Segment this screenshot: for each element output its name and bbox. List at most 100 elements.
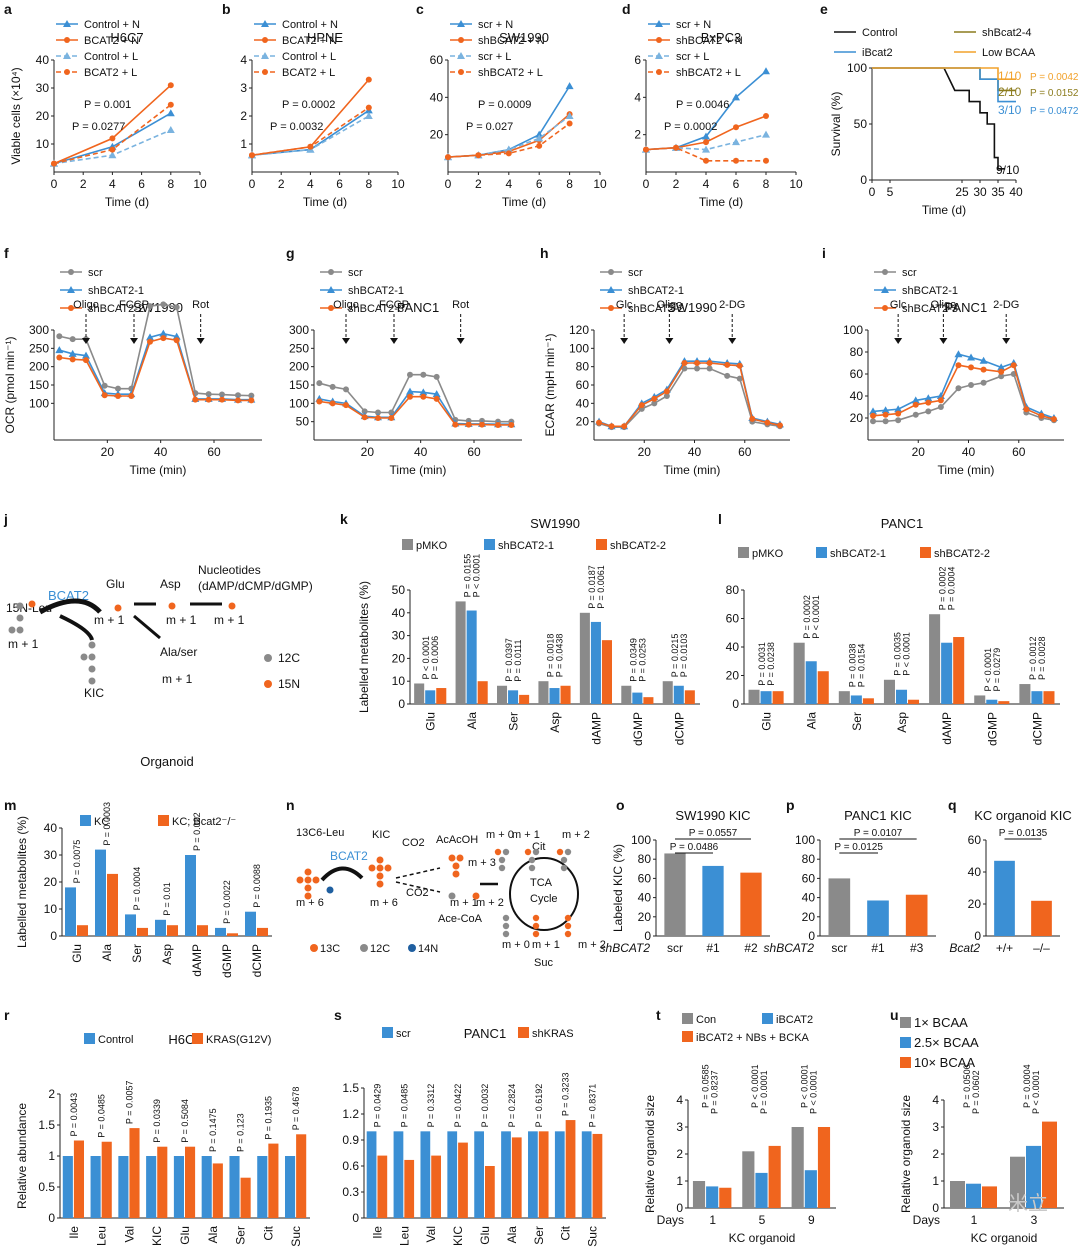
x-tick-label: Ser: [532, 1226, 546, 1245]
x-tick-label: 4: [109, 177, 116, 191]
p-value: P < 0.0001: [902, 632, 912, 676]
y-tick-label: 4: [676, 1093, 683, 1107]
x-tick-label: Ala: [805, 712, 819, 730]
bar: [966, 1183, 981, 1208]
bar: [201, 1156, 212, 1218]
data-point: [762, 130, 770, 138]
data-point: [882, 269, 888, 275]
x-tick-label: 40: [154, 445, 168, 459]
legend-label: shBCAT2-1: [88, 285, 144, 297]
diagram-j-label: Asp: [160, 577, 181, 591]
chart-f: 100 150 200 250 300 SW1990 OCR (pmol min⁻¹) 20 4…: [3, 267, 262, 477]
panel-letter-a: a: [4, 1, 12, 17]
nitrogen-atom: [326, 886, 334, 894]
p-value: P = 0.0057: [124, 1080, 134, 1124]
x-tick-label: 2: [80, 177, 87, 191]
y-tick-label: 0.3: [342, 1185, 359, 1199]
bar: [404, 1159, 415, 1218]
bar: [137, 927, 148, 936]
legend-swatch: [80, 815, 91, 826]
p-value: P = 0.0002: [282, 99, 335, 111]
data-point: [694, 365, 701, 372]
y-tick-label: 120: [569, 323, 589, 337]
chart-k: 0 10 20 30 40 50 SW1990 Labelled metabolites (%…: [357, 516, 700, 746]
y-tick-label: 40: [392, 606, 406, 620]
carbon-atom: [502, 922, 510, 930]
data-point: [167, 101, 174, 108]
bar: [425, 690, 436, 704]
y-tick-label: 0: [398, 697, 405, 711]
x-tick-label: Cit: [559, 1225, 573, 1240]
x-tick-label: #3: [910, 941, 924, 955]
data-point: [108, 151, 117, 159]
y-tick-label: 1: [676, 1174, 683, 1188]
data-point: [608, 269, 614, 275]
data-point: [565, 82, 574, 90]
panel-letter-n: n: [286, 797, 295, 813]
data-point: [736, 375, 743, 382]
x-tick-label: Glu: [424, 712, 438, 731]
chart-title: KC organoid KIC: [974, 808, 1072, 823]
x-tick-label: 5: [759, 1213, 766, 1227]
panel-letter-b: b: [222, 1, 231, 17]
bar: [950, 1181, 965, 1208]
data-point: [82, 351, 90, 359]
diagram-j-label: m + 1: [214, 613, 245, 627]
diagram-n-label: m + 0: [486, 829, 514, 841]
data-point: [702, 145, 710, 153]
legend-label: Control: [862, 27, 897, 39]
legend-label: KC: [94, 816, 109, 828]
y-tick-label: 20: [392, 651, 406, 665]
bar: [817, 671, 829, 704]
x-tick-label: dGMP: [631, 712, 645, 746]
x-tick-label: 8: [365, 177, 372, 191]
data-point: [608, 423, 615, 430]
survival-curve-2: [872, 67, 1016, 103]
data-point: [375, 415, 381, 421]
legend-label: shKRAS: [532, 1028, 574, 1040]
panel-letter-u: u: [890, 1007, 899, 1023]
data-point: [643, 146, 649, 153]
p-value: P = 0.0018: [546, 634, 556, 678]
chart-title: SW1990: [133, 300, 183, 315]
carbon-atom: [452, 870, 460, 878]
carbon-atom: [498, 864, 506, 872]
p-value: P = 0.0035: [893, 632, 903, 676]
bar: [285, 1156, 296, 1218]
p-value: P = 0.0038: [847, 644, 857, 688]
data-point: [724, 361, 731, 368]
x-tick-label: 8: [167, 177, 174, 191]
data-point: [109, 135, 116, 142]
chart-m: 0 10 20 30 40 Organoid Labelled metabolites (%…: [15, 754, 272, 978]
p-value: P = 0.0238: [766, 642, 776, 686]
series-line-0: [319, 373, 512, 423]
injection-label: FCCP: [119, 299, 149, 311]
y-tick-label: 3: [676, 1120, 683, 1134]
chart-t: 0 1 2 3 4 Relative organoid size 1 5 9 Con iBCAT2 i…: [643, 1013, 836, 1245]
p-value: P = 0.2824: [507, 1084, 517, 1128]
bar: [684, 690, 695, 704]
bar: [245, 911, 256, 936]
data-point: [895, 417, 902, 424]
data-point: [68, 349, 77, 357]
x-axis-label: KC organoid: [729, 1231, 796, 1245]
legend-13c: [310, 944, 318, 952]
bar: [592, 1133, 603, 1218]
data-point: [651, 400, 658, 407]
p-value: P = 0.0088: [252, 864, 262, 908]
bar: [590, 621, 601, 704]
y-axis-label: Survival (%): [829, 92, 843, 157]
data-point: [763, 157, 769, 164]
chart-title: SW1990: [667, 300, 717, 315]
y-tick-label: 0: [48, 1211, 55, 1225]
diagram-n-label: AcAcOH: [436, 834, 478, 846]
p-value: P = 0.0042: [1030, 72, 1079, 83]
bar: [581, 1131, 592, 1218]
x-tick-label: KIC: [150, 1226, 164, 1246]
y-tick-label: 0.6: [342, 1159, 359, 1173]
legend-label: scr: [902, 267, 917, 279]
p-value: P = 0.0472: [1030, 106, 1079, 117]
data-point: [882, 411, 889, 418]
bar: [579, 612, 590, 704]
diagram-j-label: m + 1: [94, 613, 125, 627]
